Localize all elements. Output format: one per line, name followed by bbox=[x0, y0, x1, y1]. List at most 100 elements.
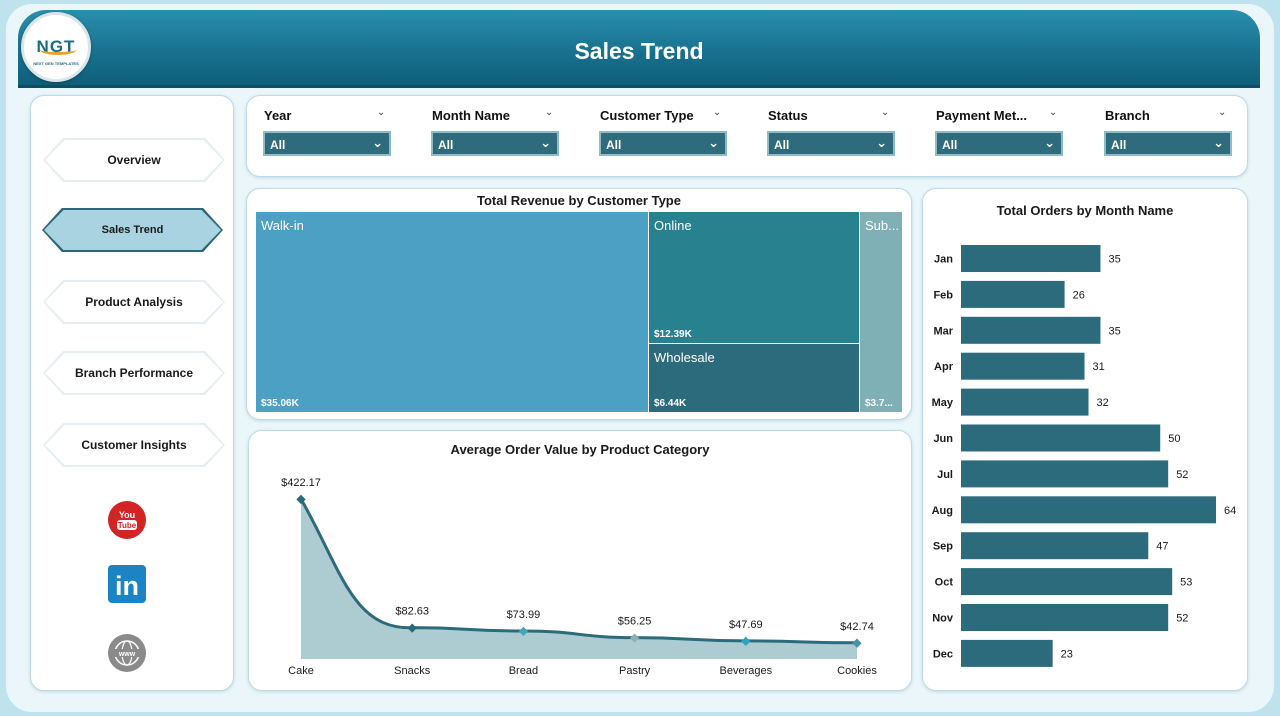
bar[interactable] bbox=[961, 532, 1149, 560]
bar[interactable] bbox=[961, 496, 1216, 524]
data-label: $42.74 bbox=[840, 621, 874, 633]
nav-label: Customer Insights bbox=[81, 438, 187, 452]
data-point[interactable] bbox=[407, 623, 417, 633]
data-label: 50 bbox=[1168, 433, 1180, 445]
data-label: $47.69 bbox=[729, 619, 763, 631]
logo-subtext: NEXT GEN TEMPLATES bbox=[33, 61, 79, 66]
data-point[interactable] bbox=[852, 638, 862, 648]
svg-text:Tube: Tube bbox=[118, 521, 137, 530]
tile-label: Online bbox=[654, 218, 692, 233]
bar[interactable] bbox=[961, 388, 1089, 416]
data-label: $73.99 bbox=[507, 609, 541, 621]
y-tick-label: Mar bbox=[933, 325, 953, 337]
nav-label: Branch Performance bbox=[74, 366, 194, 380]
nav-sales-trend-button[interactable]: Sales Trend bbox=[42, 208, 223, 252]
y-tick-label: Apr bbox=[934, 361, 954, 373]
filter-status-select[interactable]: All ⌄ bbox=[767, 131, 895, 156]
filter-year-select[interactable]: All ⌄ bbox=[263, 131, 391, 156]
chevron-down-icon[interactable]: ⌄ bbox=[1049, 107, 1058, 118]
bar[interactable] bbox=[961, 316, 1101, 344]
tile-value: $12.39K bbox=[654, 329, 692, 340]
youtube-icon[interactable]: You Tube bbox=[107, 500, 147, 540]
chevron-down-icon: ⌄ bbox=[372, 135, 383, 150]
chevron-down-icon: ⌄ bbox=[708, 135, 719, 150]
y-tick-label: Aug bbox=[932, 505, 953, 517]
data-label: 35 bbox=[1108, 254, 1120, 266]
nav-label: Sales Trend bbox=[101, 224, 164, 236]
filter-month-name-select[interactable]: All ⌄ bbox=[431, 131, 559, 156]
logo[interactable]: NGT NEXT GEN TEMPLATES bbox=[21, 12, 91, 82]
bar[interactable] bbox=[961, 639, 1053, 667]
nav-customer-insights-button[interactable]: Customer Insights bbox=[43, 423, 225, 467]
filter-customer-type-select[interactable]: All ⌄ bbox=[599, 131, 727, 156]
filter-value: All bbox=[774, 138, 790, 152]
treemap-panel: Total Revenue by Customer Type Walk-in $… bbox=[246, 188, 912, 420]
filter-label: Branch bbox=[1105, 108, 1150, 123]
line-chart-title: Average Order Value by Product Category bbox=[450, 442, 710, 457]
bar[interactable] bbox=[961, 604, 1169, 631]
tile-label: Walk-in bbox=[261, 218, 304, 233]
x-tick-label: Beverages bbox=[720, 665, 773, 677]
treemap-tile-sub[interactable]: Sub... $3.7... bbox=[860, 212, 902, 412]
bar[interactable] bbox=[961, 568, 1173, 596]
x-tick-label: Pastry bbox=[619, 665, 651, 677]
y-tick-label: Feb bbox=[933, 289, 953, 301]
bar[interactable] bbox=[961, 245, 1101, 272]
data-label: 23 bbox=[1061, 648, 1073, 660]
filter-value: All bbox=[942, 138, 958, 152]
treemap-title: Total Revenue by Customer Type bbox=[477, 193, 681, 208]
nav-label: Product Analysis bbox=[85, 295, 183, 309]
filter-branch-select[interactable]: All ⌄ bbox=[1104, 131, 1232, 156]
chevron-down-icon: ⌄ bbox=[540, 135, 551, 150]
filter-value: All bbox=[1111, 138, 1127, 152]
data-label: 32 bbox=[1097, 397, 1109, 409]
data-label: $82.63 bbox=[395, 606, 429, 618]
filters-panel: Year ⌄ All ⌄ Month Name ⌄ All ⌄ Customer… bbox=[246, 95, 1248, 177]
filter-label: Status bbox=[768, 108, 808, 123]
bar[interactable] bbox=[961, 352, 1085, 380]
bar[interactable] bbox=[961, 460, 1169, 488]
filter-value: All bbox=[438, 138, 454, 152]
nav-label: Overview bbox=[107, 153, 161, 167]
chevron-down-icon[interactable]: ⌄ bbox=[713, 107, 722, 118]
data-point[interactable] bbox=[741, 636, 751, 647]
chevron-down-icon[interactable]: ⌄ bbox=[1218, 107, 1227, 118]
line-chart-panel: Average Order Value by Product Category … bbox=[248, 430, 912, 691]
nav-branch-performance-button[interactable]: Branch Performance bbox=[43, 351, 225, 395]
linkedin-icon[interactable]: in bbox=[107, 564, 147, 604]
treemap-tile-online[interactable]: Online $12.39K bbox=[649, 212, 859, 343]
data-label: 52 bbox=[1176, 469, 1188, 481]
header-bar: Sales Trend bbox=[18, 10, 1260, 88]
chevron-down-icon[interactable]: ⌄ bbox=[377, 107, 386, 118]
nav-overview-button[interactable]: Overview bbox=[43, 138, 225, 182]
x-tick-label: Bread bbox=[509, 665, 538, 677]
logo-swoosh-icon bbox=[40, 45, 76, 55]
treemap-tile-walk-in[interactable]: Walk-in $35.06K bbox=[256, 212, 648, 412]
bar-chart-panel: Total Orders by Month Name Jan 35 Feb 26 Mar… bbox=[922, 188, 1248, 691]
nav-product-analysis-button[interactable]: Product Analysis bbox=[43, 280, 225, 324]
y-tick-label: May bbox=[932, 397, 954, 409]
data-label: $422.17 bbox=[281, 477, 321, 489]
bar[interactable] bbox=[961, 424, 1161, 452]
y-tick-label: Jul bbox=[937, 469, 953, 481]
filter-payment-method-select[interactable]: All ⌄ bbox=[935, 131, 1063, 156]
bar[interactable] bbox=[961, 280, 1065, 308]
sidebar: Overview Sales Trend Product Analysis Br… bbox=[30, 95, 234, 691]
data-point[interactable] bbox=[629, 633, 640, 643]
treemap-tile-wholesale[interactable]: Wholesale $6.44K bbox=[649, 344, 859, 412]
svg-text:www: www bbox=[118, 651, 136, 658]
svg-text:in: in bbox=[115, 571, 139, 601]
chevron-down-icon: ⌄ bbox=[1044, 135, 1055, 150]
filter-label: Payment Met... bbox=[936, 108, 1028, 123]
tile-label: Sub... bbox=[865, 218, 899, 233]
data-label: 64 bbox=[1224, 505, 1236, 517]
bar-chart-svg: Jan 35 Feb 26 Mar 35 Apr 31 May 32 Jun 50 Jul 52 Aug 64… bbox=[932, 245, 1236, 667]
tile-value: $3.7... bbox=[865, 398, 893, 409]
tile-value: $6.44K bbox=[654, 398, 687, 409]
filter-label: Customer Type bbox=[600, 108, 694, 123]
chevron-down-icon[interactable]: ⌄ bbox=[881, 107, 890, 118]
chevron-down-icon[interactable]: ⌄ bbox=[545, 107, 554, 118]
x-tick-label: Cookies bbox=[837, 665, 877, 677]
web-icon[interactable]: www bbox=[107, 633, 147, 673]
filter-value: All bbox=[606, 138, 622, 152]
